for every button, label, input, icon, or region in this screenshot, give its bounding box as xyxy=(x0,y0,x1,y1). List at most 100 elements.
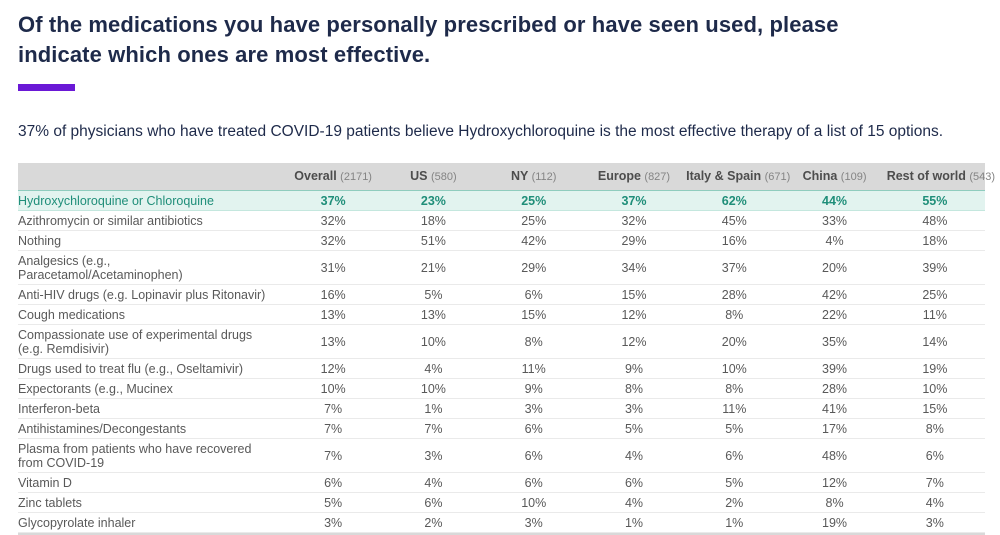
cell-value: 8% xyxy=(784,492,885,514)
row-label: Expectorants (e.g., Mucinex xyxy=(18,378,283,400)
cell-value: 3% xyxy=(483,512,584,534)
column-header: US (580) xyxy=(383,162,484,191)
cell-value: 15% xyxy=(483,304,584,326)
cell-value: 32% xyxy=(583,210,685,232)
cell-value: 8% xyxy=(483,324,584,360)
column-header-label: Italy & Spain xyxy=(686,169,765,184)
column-sample-size: (112) xyxy=(531,171,557,184)
cell-value: 29% xyxy=(483,250,584,286)
cell-value: 7% xyxy=(283,418,384,440)
table-row: Hydroxychloroquine or Chloroquine 37% 23% 2… xyxy=(18,190,985,212)
cell-value: 28% xyxy=(684,284,785,306)
cell-value: 39% xyxy=(784,358,885,380)
cell-value: 51% xyxy=(383,230,484,252)
column-header: Overall (2171) xyxy=(283,162,384,191)
cell-value: 42% xyxy=(483,230,584,252)
cell-value: 5% xyxy=(583,418,685,440)
cell-value: 6% xyxy=(383,492,484,514)
cell-value: 6% xyxy=(884,438,985,474)
cell-value: 25% xyxy=(884,284,985,306)
cell-value: 8% xyxy=(583,378,685,400)
cell-value: 16% xyxy=(283,284,384,306)
cell-value: 11% xyxy=(884,304,985,326)
column-header: Italy & Spain (671) xyxy=(684,162,790,191)
cell-value: 18% xyxy=(884,230,985,252)
cell-value: 34% xyxy=(583,250,685,286)
column-header: Europe (827) xyxy=(583,162,685,191)
cell-value: 12% xyxy=(583,324,685,360)
cell-value: 11% xyxy=(684,398,785,420)
table-row: Expectorants (e.g., Mucinex 10% 10% 9% 8% 8% 2… xyxy=(18,378,985,400)
row-label: Antihistamines/Decongestants xyxy=(18,418,283,440)
table-row: Azithromycin or similar antibiotics 32% 18… xyxy=(18,210,985,232)
cell-value: 20% xyxy=(784,250,885,286)
table-row: Drugs used to treat flu (e.g., Oseltamiv… xyxy=(18,358,985,380)
row-label: Hydroxychloroquine or Chloroquine xyxy=(18,190,283,212)
cell-value: 3% xyxy=(884,512,985,534)
cell-value: 6% xyxy=(483,418,584,440)
cell-value: 16% xyxy=(684,230,785,252)
table-row: Plasma from patients who have recovered … xyxy=(18,438,985,474)
cell-value: 11% xyxy=(483,358,584,380)
table-footer-bar xyxy=(18,533,985,535)
cell-value: 2% xyxy=(383,512,484,534)
cell-value: 10% xyxy=(483,492,584,514)
row-label: Zinc tablets xyxy=(18,492,283,514)
table-body: Hydroxychloroquine or Chloroquine 37% 23% 2… xyxy=(18,190,985,534)
cell-value: 9% xyxy=(483,378,584,400)
cell-value: 3% xyxy=(383,438,484,474)
table-row: Zinc tablets 5% 6% 10% 4% 2% 8% 4% xyxy=(18,492,985,514)
row-label: Nothing xyxy=(18,230,283,252)
table-row: Antihistamines/Decongestants 7% 7% 6% 5% 5% 17… xyxy=(18,418,985,440)
row-label: Interferon-beta xyxy=(18,398,283,420)
column-header-label: US xyxy=(410,169,431,184)
cell-value: 4% xyxy=(583,438,685,474)
cell-value: 48% xyxy=(784,438,885,474)
column-header: China (109) xyxy=(784,162,885,191)
table-row: Analgesics (e.g., Paracetamol/Acetaminop… xyxy=(18,250,985,286)
cell-value: 1% xyxy=(383,398,484,420)
table-row: Glycopyrolate inhaler 3% 2% 3% 1% 1% 19% 3% xyxy=(18,512,985,534)
cell-value: 5% xyxy=(383,284,484,306)
table-header-row: Overall (2171) US (580) NY (112) Europe (82… xyxy=(18,162,995,191)
column-sample-size: (2171) xyxy=(340,171,372,184)
cell-value: 44% xyxy=(784,190,885,212)
row-label: Plasma from patients who have recovered … xyxy=(18,438,283,474)
cell-value: 4% xyxy=(383,358,484,380)
cell-value: 12% xyxy=(784,472,885,494)
row-label: Cough medications xyxy=(18,304,283,326)
table-row: Anti-HIV drugs (e.g. Lopinavir plus Rito… xyxy=(18,284,985,306)
table-row: Cough medications 13% 13% 15% 12% 8% 22% 11% xyxy=(18,304,985,326)
column-header-label: Rest of world xyxy=(886,169,970,184)
table-header: Overall (2171) US (580) NY (112) Europe (82… xyxy=(18,162,995,191)
cell-value: 6% xyxy=(483,438,584,474)
cell-value: 10% xyxy=(383,324,484,360)
cell-value: 10% xyxy=(383,378,484,400)
column-sample-size: (109) xyxy=(840,171,867,184)
cell-value: 37% xyxy=(684,250,785,286)
cell-value: 8% xyxy=(884,418,985,440)
cell-value: 23% xyxy=(383,190,484,212)
page-title: Of the medications you have personally p… xyxy=(18,12,839,67)
accent-bar xyxy=(18,84,75,92)
row-label: Anti-HIV drugs (e.g. Lopinavir plus Rito… xyxy=(18,284,283,306)
cell-value: 22% xyxy=(784,304,885,326)
key-finding-text: 37% of physicians who have treated COVID… xyxy=(18,123,944,141)
table-row: Nothing 32% 51% 42% 29% 16% 4% 18% xyxy=(18,230,985,252)
cell-value: 5% xyxy=(684,418,785,440)
row-label: Azithromycin or similar antibiotics xyxy=(18,210,283,232)
row-label: Drugs used to treat flu (e.g., Oseltamiv… xyxy=(18,358,283,380)
cell-value: 55% xyxy=(884,190,985,212)
cell-value: 12% xyxy=(283,358,384,380)
cell-value: 37% xyxy=(583,190,685,212)
cell-value: 8% xyxy=(684,378,785,400)
cell-value: 20% xyxy=(684,324,785,360)
cell-value: 13% xyxy=(283,304,384,326)
cell-value: 21% xyxy=(383,250,484,286)
cell-value: 28% xyxy=(784,378,885,400)
cell-value: 4% xyxy=(784,230,885,252)
cell-value: 17% xyxy=(784,418,885,440)
cell-value: 7% xyxy=(283,398,384,420)
column-sample-size: (580) xyxy=(431,171,457,184)
cell-value: 48% xyxy=(884,210,985,232)
